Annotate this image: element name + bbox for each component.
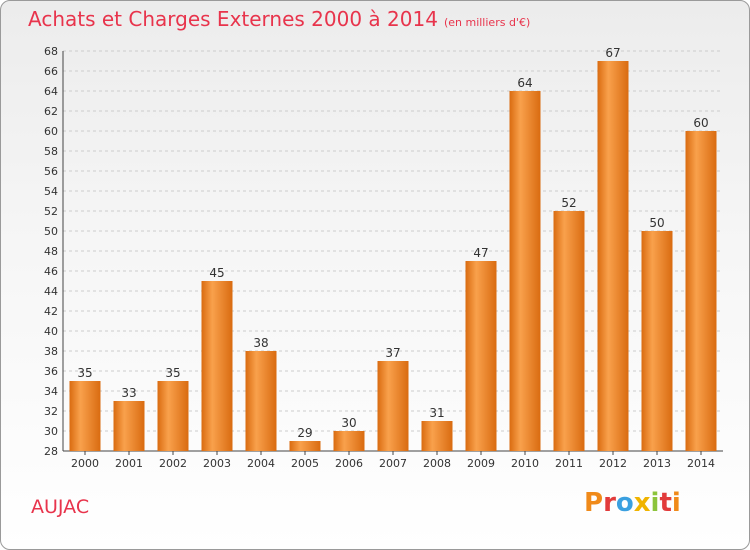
bar — [289, 441, 321, 451]
x-tick-label: 2009 — [467, 457, 495, 470]
data-label: 67 — [605, 46, 620, 60]
logo-letter: t — [659, 488, 672, 518]
logo-letter: i — [671, 488, 681, 518]
x-tick-label: 2003 — [203, 457, 231, 470]
logo-letter: o — [615, 488, 634, 518]
x-tick-label: 2002 — [159, 457, 187, 470]
x-tick-label: 2006 — [335, 457, 363, 470]
bar — [641, 231, 673, 451]
bar — [553, 211, 585, 451]
y-tick-label: 54 — [44, 185, 58, 198]
x-tick-label: 2001 — [115, 457, 143, 470]
data-label: 64 — [517, 76, 532, 90]
y-tick-label: 44 — [44, 285, 58, 298]
bar — [333, 431, 365, 451]
chart-title: Achats et Charges Externes 2000 à 2014 (e… — [28, 7, 530, 31]
y-tick-label: 34 — [44, 385, 58, 398]
data-label: 29 — [297, 426, 312, 440]
x-tick-label: 2012 — [599, 457, 627, 470]
chart-subtitle: (en milliers d'€) — [443, 16, 531, 29]
y-tick-label: 48 — [44, 245, 58, 258]
bar — [421, 421, 453, 451]
logo-letter: i — [650, 488, 660, 518]
x-tick-label: 2004 — [247, 457, 275, 470]
bar — [113, 401, 145, 451]
commune-name: AUJAC — [31, 496, 90, 518]
bar — [69, 381, 101, 451]
bar — [597, 61, 629, 451]
bar — [245, 351, 277, 451]
y-tick-label: 66 — [44, 65, 58, 78]
data-label: 37 — [385, 346, 400, 360]
bar — [685, 131, 717, 451]
y-tick-label: 42 — [44, 305, 58, 318]
x-tick-label: 2010 — [511, 457, 539, 470]
logo-letter: r — [603, 488, 616, 518]
data-label: 31 — [429, 406, 444, 420]
y-tick-label: 38 — [44, 345, 58, 358]
y-tick-label: 58 — [44, 145, 58, 158]
y-tick-label: 62 — [44, 105, 58, 118]
bar — [157, 381, 189, 451]
bar — [465, 261, 497, 451]
y-tick-label: 46 — [44, 265, 58, 278]
y-tick-label: 32 — [44, 405, 58, 418]
y-tick-label: 52 — [44, 205, 58, 218]
data-label: 60 — [693, 116, 708, 130]
bar — [377, 361, 409, 451]
x-tick-label: 2014 — [687, 457, 715, 470]
y-tick-label: 36 — [44, 365, 58, 378]
x-tick-label: 2005 — [291, 457, 319, 470]
y-tick-label: 64 — [44, 85, 58, 98]
data-label: 52 — [561, 196, 576, 210]
logo-letter: P — [584, 488, 604, 518]
y-tick-label: 68 — [44, 45, 58, 58]
y-tick-label: 60 — [44, 125, 58, 138]
proxiti-logo: Proxiti — [584, 488, 681, 518]
x-tick-label: 2013 — [643, 457, 671, 470]
y-tick-label: 40 — [44, 325, 58, 338]
data-label: 35 — [77, 366, 92, 380]
bar — [509, 91, 541, 451]
data-label: 38 — [253, 336, 268, 350]
data-label: 45 — [209, 266, 224, 280]
x-tick-label: 2008 — [423, 457, 451, 470]
chart-title-text: Achats et Charges Externes 2000 à 2014 — [28, 7, 438, 31]
y-tick-label: 50 — [44, 225, 58, 238]
data-label: 35 — [165, 366, 180, 380]
x-tick-label: 2000 — [71, 457, 99, 470]
x-tick-label: 2007 — [379, 457, 407, 470]
data-label: 47 — [473, 246, 488, 260]
data-label: 50 — [649, 216, 664, 230]
data-label: 30 — [341, 416, 356, 430]
x-tick-label: 2011 — [555, 457, 583, 470]
logo-letter: x — [633, 488, 651, 518]
y-tick-label: 56 — [44, 165, 58, 178]
y-tick-label: 28 — [44, 445, 58, 458]
y-tick-label: 30 — [44, 425, 58, 438]
data-label: 33 — [121, 386, 136, 400]
bar — [201, 281, 233, 451]
